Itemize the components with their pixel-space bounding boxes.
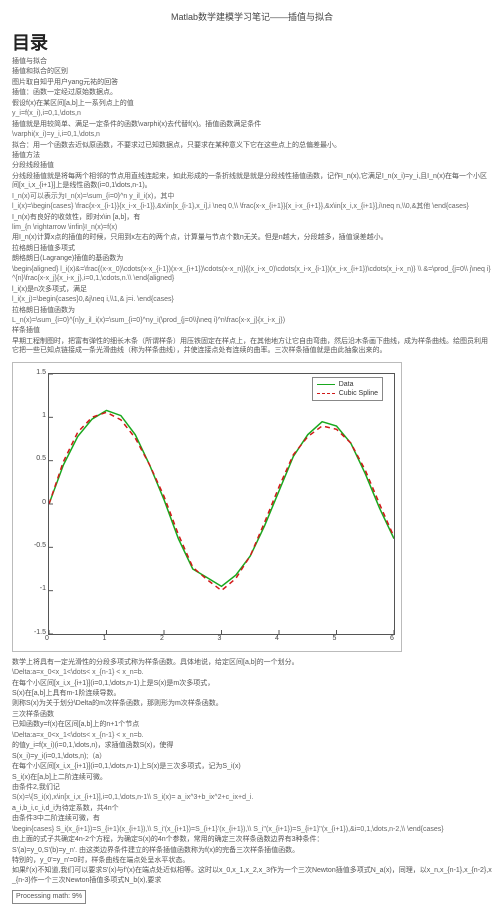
legend-label-data: Data bbox=[339, 380, 354, 389]
line: 则称S(x)为关于划分\Delta的m次样条函数，那则形为m次样条函数。 bbox=[12, 699, 492, 708]
line: \varphi(x_i)=y_i,i=0,1,\dots,n bbox=[12, 130, 492, 139]
line: 特别的，y_0'=y_n'=0时，样条曲线在端点处呈⽔平状态。 bbox=[12, 856, 492, 865]
line: 由条件3中⼆阶连续可微，有 bbox=[12, 814, 492, 823]
line: \Delta:a=x_0<x_1<\dots< x_{n-1} < x_n=b. bbox=[12, 731, 492, 740]
line: l_i(x)是n次多项式，满⾜ bbox=[12, 285, 492, 294]
line: 插值：函数⼀定经过原始数据点。 bbox=[12, 88, 492, 97]
spline-chart: Data Cubic Spline 0123456-1.5-1-0.500.51… bbox=[12, 362, 402, 652]
line: 图片取⾃知乎⽤户yang元祐的回答 bbox=[12, 78, 492, 87]
bottom-text-block: 数学上将具有⼀定光滑性的分段多项式称为样条函数。具体地说，给定区间[a,b]的⼀… bbox=[12, 658, 492, 904]
line: 样条插值 bbox=[12, 326, 492, 335]
line: I_n(x)有良好的收敛性，即对x\in [a,b]，有 bbox=[12, 213, 492, 222]
page-title: Matlab数学建模学习笔记——插值与拟合 bbox=[12, 10, 492, 23]
line: S(x_i)=y_i(i=0,1,\dots,n);（a） bbox=[12, 752, 492, 761]
line: \begin{aligned} l_i(x)&=\frac{(x-x_0)\cd… bbox=[12, 265, 492, 284]
line: 假设f(x)在某区间[a,b]上⼀系列点上的值 bbox=[12, 99, 492, 108]
line: 拉格朗⽇插值函数为 bbox=[12, 306, 492, 315]
line: 插值和拟合的区别 bbox=[12, 67, 492, 76]
line: 分线段插值就是将每两个相邻的节点⽤直线连起来，如此形成的⼀条折线就是就是分段线性… bbox=[12, 172, 492, 191]
line: 三次样条函数 bbox=[12, 710, 492, 719]
line: S'(a)=y_0,S'(b)=y_n'. 由这类边界条件建⽴的样条插值函数称为… bbox=[12, 846, 492, 855]
line: lim_{n \rightarrow \infin}I_n(x)=f(x) bbox=[12, 223, 492, 232]
line: 在每个⼩区间[x_i,x_{i+1}](i=0,1,\dots,n-1)上是S(… bbox=[12, 679, 492, 688]
line: 由上⾯的式⼦共确定4n-2个⽅程，为确定S(x)的4n个参数，常⽤的确定三次样条… bbox=[12, 835, 492, 844]
legend-swatch-spline bbox=[317, 393, 335, 394]
line: 已知函数y=f(x)在区间[a,b]上的n+1个节点 bbox=[12, 720, 492, 729]
line: ⽤I_n(x)计算x点的插值的时候，只⽤到x左右的两个点，计算量与节点个数n⽆关… bbox=[12, 233, 492, 242]
line: l_i(x)=\begin{cases} \frac{x-x_{i-1}}{x_… bbox=[12, 202, 492, 211]
line: 由条件2,我们记 bbox=[12, 783, 492, 792]
legend-swatch-data bbox=[317, 384, 335, 385]
line: l_i(x_j)=\begin{cases}0,&j\neq i,\\1,& j… bbox=[12, 295, 492, 304]
line: 朗格朗⽇(Lagrange)插值的基函数为 bbox=[12, 254, 492, 263]
line: 拟合：⽤⼀个函数去近似原函数，不要求过已知数据点，只要求在某种意义下它在这些点上… bbox=[12, 141, 492, 150]
line: 如果f'(x)不知道,我们可以要求S'(x)与f'(x)在端点处近似相等。这时以… bbox=[12, 866, 492, 885]
line: 早期⼯程制图时，把富有弹性的细长⽊条（所谓样条）⽤压铁固定在样点上，在其他地⽅让… bbox=[12, 337, 492, 356]
line: \begin{cases} S_i(x_{i+1})=S_{i+1}(x_{i+… bbox=[12, 825, 492, 834]
line: 分段线段插值 bbox=[12, 161, 492, 170]
processing-math-status: Processing math: 9% bbox=[12, 890, 86, 903]
line: 插值⽅法 bbox=[12, 151, 492, 160]
toc-heading: 目录 bbox=[12, 29, 492, 55]
line: 在每个⼩区间[x_i,x_{i+1}](i=0,1,\dots,n-1)上S(x… bbox=[12, 762, 492, 771]
line: S(x)在[a,b]上具有m-1阶连续导数。 bbox=[12, 689, 492, 698]
line: 拉格朗⽇插值多项式 bbox=[12, 244, 492, 253]
line: y_i=f(x_i),i=0,1,\dots,n bbox=[12, 109, 492, 118]
line: S(x)=\{S_i(x),x\in[x_i,x_{i+1}],i=0,1,\d… bbox=[12, 793, 492, 802]
plot-area bbox=[48, 373, 395, 635]
line: S_i(x)在[a,b]上⼆阶连续可微。 bbox=[12, 773, 492, 782]
line: 插值与拟合 bbox=[12, 57, 492, 66]
line: a_i,b_i,c_i,d_i为待定系数，共4n个 bbox=[12, 804, 492, 813]
top-text-block: 插值与拟合 插值和拟合的区别 图片取⾃知乎⽤户yang元祐的回答 插值：函数⼀定… bbox=[12, 57, 492, 356]
legend-label-spline: Cubic Spline bbox=[339, 389, 378, 398]
line: 插值就是⽤较简单、满⾜⼀定条件的函数\varphi(x)去代替f(x)。插值函数… bbox=[12, 120, 492, 129]
line: 数学上将具有⼀定光滑性的分段多项式称为样条函数。具体地说，给定区间[a,b]的⼀… bbox=[12, 658, 492, 667]
line: L_n(x)=\sum_{i=0}^{n}y_il_i(x)=\sum_{i=0… bbox=[12, 316, 492, 325]
chart-legend: Data Cubic Spline bbox=[312, 377, 383, 401]
line: 的值y_i=f(x_i)(i=0,1,\dots,n)，求插值函数S(x)，使得 bbox=[12, 741, 492, 750]
line: \Delta:a=x_0<x_1<\dots< x_{n-1} < x_n=b. bbox=[12, 668, 492, 677]
line: I_n(x)可以表示为I_n(x)=\sum_{i=0}^n y_il_i(x)… bbox=[12, 192, 492, 201]
